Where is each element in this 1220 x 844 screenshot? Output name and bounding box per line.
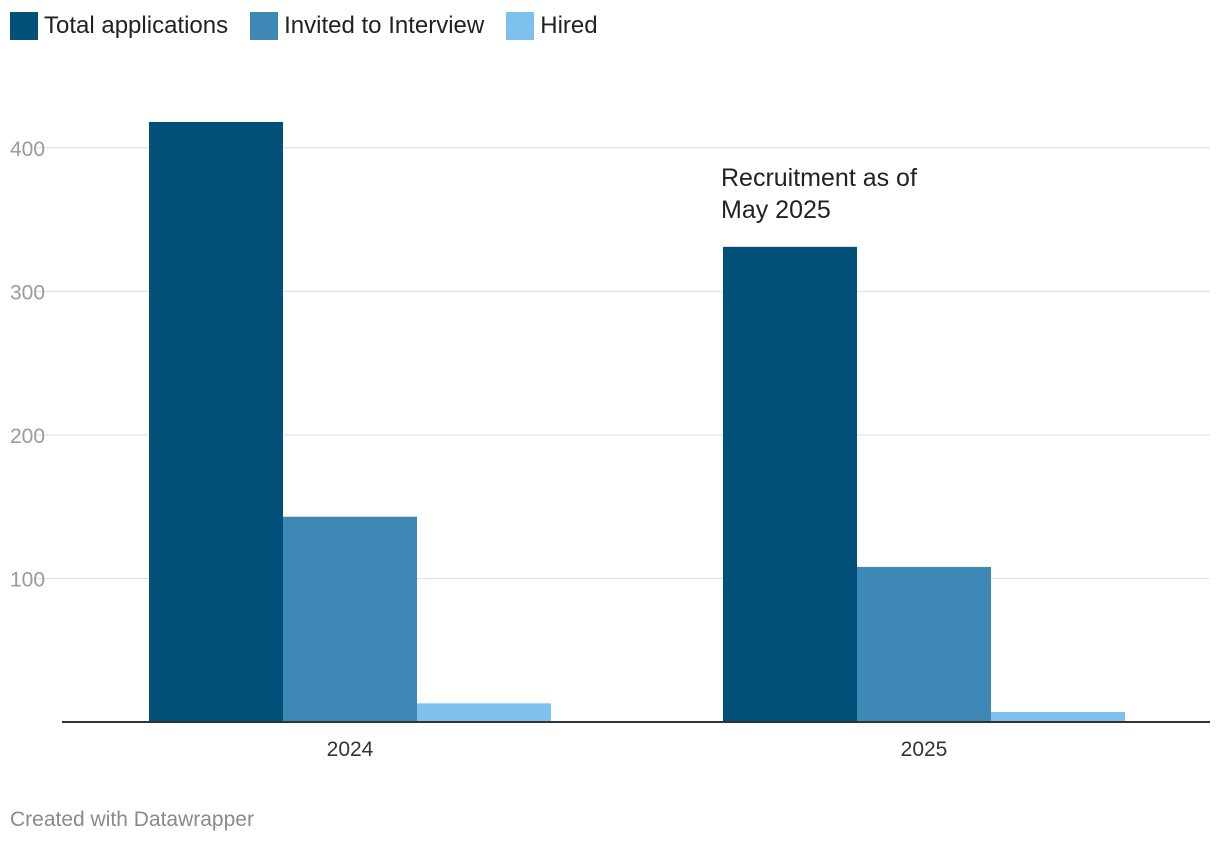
x-tick-label-2025: 2025 <box>901 738 948 761</box>
bar-hired-2025 <box>991 711 1125 722</box>
x-tick-label-2024: 2024 <box>327 738 374 761</box>
legend-swatch-invited <box>250 12 279 40</box>
y-tick-label-300: 300 <box>10 281 45 304</box>
annotation-line-1: Recruitment as of <box>721 164 917 192</box>
legend-label-total-applications: Total applications <box>44 12 229 39</box>
credit-text: Created with Datawrapper <box>10 808 254 831</box>
bar-invited-to-interview-2024 <box>283 516 417 722</box>
y-tick-label-400: 400 <box>10 138 45 161</box>
legend-swatch-hired <box>506 12 535 40</box>
legend-label-invited: Invited to Interview <box>284 12 485 39</box>
bar-hired-2024 <box>417 703 551 722</box>
legend-swatch-total-applications <box>10 12 38 40</box>
legend-item-total-applications: Total applications <box>10 12 228 40</box>
legend-label-hired: Hired <box>540 12 598 39</box>
legend-item-invited: Invited to Interview <box>250 12 484 40</box>
y-tick-label-200: 200 <box>10 425 45 448</box>
annotation-line-2: May 2025 <box>721 196 831 224</box>
bar-invited-to-interview-2025 <box>857 566 991 722</box>
bar-total-applications-2025 <box>723 246 857 723</box>
bar-total-applications-2024 <box>149 121 283 722</box>
legend-item-hired: Hired <box>506 12 598 40</box>
legend: Total applications Invited to Interview … <box>10 12 620 40</box>
y-tick-label-100: 100 <box>10 568 45 591</box>
